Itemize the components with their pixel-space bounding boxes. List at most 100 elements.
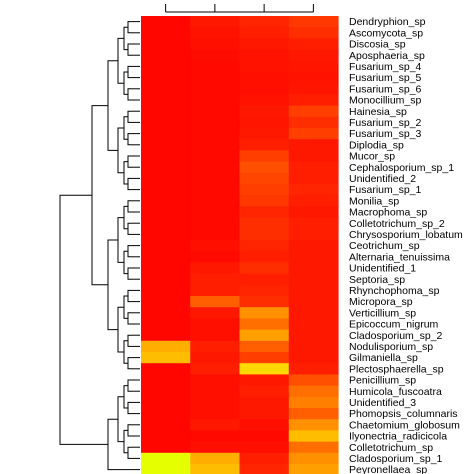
heatmap-cell <box>190 105 241 118</box>
heatmap-cell <box>141 441 191 454</box>
heatmap-cell <box>141 128 191 140</box>
heatmap-cell <box>190 16 241 28</box>
heatmap-cell <box>141 195 191 207</box>
row-label: Phomopsis_columnaris <box>349 408 458 420</box>
heatmap-cell <box>141 419 191 431</box>
row-labels: Dendryphion_spAscomycota_spDiscosia_spAp… <box>349 16 463 474</box>
row-label: Mucor_sp <box>349 151 395 163</box>
heatmap-cell <box>141 49 191 62</box>
heatmap-cell <box>288 430 339 443</box>
heatmap-cell <box>190 430 241 443</box>
row-label: Epicoccum_nigrum <box>349 319 439 331</box>
heatmap-cell <box>141 396 191 409</box>
dendrogram-branch <box>127 88 131 101</box>
dendrogram-branch <box>123 116 128 140</box>
heatmap-cell <box>288 27 339 39</box>
heatmap-cell <box>141 94 191 107</box>
heatmap-cell <box>190 72 241 84</box>
row-label: Colletotrichum_sp <box>349 442 433 454</box>
heatmap-cell <box>141 38 191 51</box>
heatmap-cell <box>190 116 241 129</box>
row-label: Verticillium_sp <box>349 307 416 319</box>
dendrogram-branch <box>127 267 132 280</box>
dendrogram-branch <box>123 295 128 319</box>
row-label: Humicola_fuscoatra <box>349 386 442 398</box>
heatmap-cell <box>239 83 290 95</box>
heatmap-cell <box>288 240 339 252</box>
heatmap-cell <box>141 430 191 443</box>
heatmap-cell <box>141 105 191 118</box>
heatmap-cell <box>288 139 339 151</box>
row-label: Dendryphion_sp <box>349 16 426 28</box>
row-label: Unidentified_2 <box>349 173 416 185</box>
heatmap-cell <box>190 464 241 474</box>
heatmap-cell <box>239 49 290 62</box>
dendrogram-branch <box>117 127 124 174</box>
dendrogram-branch <box>127 155 132 168</box>
heatmap-cell <box>190 363 241 375</box>
heatmap-cell <box>141 262 191 275</box>
heatmap-cell <box>141 340 191 353</box>
heatmap-cell <box>288 116 339 129</box>
heatmap-cell <box>288 385 339 398</box>
dendrogram-branch <box>127 289 133 303</box>
heatmap-cell <box>239 105 290 118</box>
heatmap-cell <box>239 273 290 286</box>
dendrogram-branch <box>127 334 132 347</box>
heatmap-cell <box>239 217 290 230</box>
heatmap-cell <box>190 128 241 140</box>
row-label: Peyronellaea_sp <box>349 464 427 474</box>
heatmap-cells <box>141 16 339 474</box>
heatmap-cell <box>239 195 290 207</box>
heatmap-cell <box>288 363 339 375</box>
heatmap-cell <box>190 452 241 465</box>
row-label: Discosia_sp <box>349 39 406 51</box>
heatmap-cell <box>288 105 339 118</box>
heatmap-cell <box>288 408 339 420</box>
heatmap-cell <box>190 419 241 431</box>
heatmap-cell <box>190 352 241 364</box>
heatmap-cell <box>288 83 339 95</box>
heatmap-cell <box>288 419 339 431</box>
heatmap-cell <box>239 307 290 319</box>
dendrogram-branch <box>127 424 131 437</box>
row-label: Fusarium_sp_4 <box>349 61 422 73</box>
heatmap-cell <box>288 329 339 342</box>
dendrogram-branch <box>127 245 133 258</box>
row-label: Unidentified_3 <box>349 397 416 409</box>
heatmap-cell <box>239 396 290 409</box>
heatmap-cell <box>288 172 339 185</box>
heatmap-cell <box>288 195 339 207</box>
dendrogram-branch <box>127 177 133 191</box>
dendrogram-branch <box>123 161 128 185</box>
dendrogram-branch <box>127 401 133 415</box>
heatmap-cell <box>190 139 241 151</box>
heatmap-cell <box>141 83 191 95</box>
heatmap-cell <box>239 16 290 28</box>
heatmap-cell <box>288 318 339 331</box>
heatmap-cell <box>190 318 241 331</box>
heatmap-cell <box>190 408 241 420</box>
heatmap-cell <box>190 172 241 185</box>
heatmap-cell <box>141 139 191 151</box>
heatmap-cell <box>190 150 241 163</box>
heatmap-cell <box>190 228 241 241</box>
heatmap-cell <box>141 273 191 286</box>
heatmap-cell <box>288 49 339 62</box>
heatmap-cell <box>141 296 191 308</box>
heatmap-cell <box>288 150 339 163</box>
heatmap-cell <box>141 240 191 252</box>
heatmap-cell <box>239 72 290 84</box>
dendrogram-branch <box>117 37 124 84</box>
heatmap-cell <box>239 94 290 107</box>
dendrogram-branch <box>107 418 133 471</box>
dendrogram-branch <box>127 379 132 392</box>
heatmap-cell <box>190 329 241 342</box>
heatmap-cell <box>190 262 241 275</box>
heatmap-cell <box>239 161 290 174</box>
dendrogram-branch <box>127 21 133 34</box>
heatmap-cell <box>288 441 339 454</box>
heatmap-cell <box>288 228 339 241</box>
dendrogram-branch <box>127 446 132 459</box>
heatmap-cell <box>288 38 339 51</box>
